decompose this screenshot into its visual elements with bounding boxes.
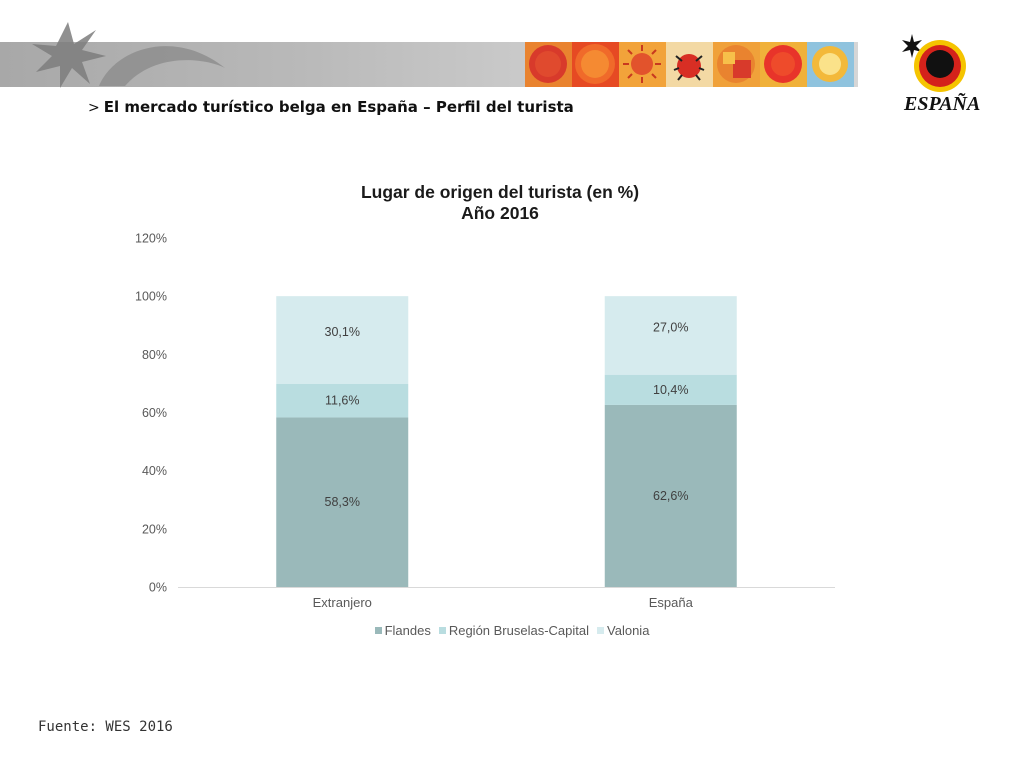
tile-bug-icon bbox=[666, 42, 713, 87]
logo-black-sun-icon bbox=[926, 50, 954, 78]
y-tick-label: 60% bbox=[142, 406, 167, 420]
logo-star-icon bbox=[902, 34, 922, 58]
y-tick-label: 0% bbox=[149, 581, 167, 595]
x-tick-label: Extranjero bbox=[313, 595, 372, 610]
legend-swatch bbox=[597, 627, 605, 634]
source-note: Fuente: WES 2016 bbox=[38, 719, 173, 735]
y-tick-label: 80% bbox=[142, 348, 167, 362]
y-tick-label: 120% bbox=[135, 232, 167, 246]
heading-arrow-icon: > bbox=[88, 100, 100, 116]
star-decoration-icon bbox=[32, 22, 106, 88]
data-label: 11,6% bbox=[325, 394, 360, 408]
chart-legend: Flandes Región Bruselas-Capital Valonia bbox=[0, 622, 1024, 638]
color-tiles-strip bbox=[525, 42, 854, 87]
legend-swatch bbox=[374, 627, 382, 634]
tile-sun-icon bbox=[525, 42, 572, 87]
chart-title: Lugar de origen del turista (en %) bbox=[360, 182, 640, 202]
swoosh-decoration-icon bbox=[99, 46, 225, 86]
espana-logo: ESPAÑA bbox=[902, 34, 980, 115]
y-tick-label: 40% bbox=[142, 464, 167, 478]
heading-text: El mercado turístico belga en España – P… bbox=[103, 98, 574, 116]
legend-item: Región Bruselas-Capital bbox=[438, 623, 590, 638]
legend-label: Región Bruselas-Capital bbox=[448, 623, 590, 638]
data-label: 62,6% bbox=[653, 489, 688, 503]
data-label: 27,0% bbox=[653, 320, 688, 334]
legend-label: Flandes bbox=[384, 623, 431, 638]
slide-heading: > El mercado turístico belga en España – … bbox=[88, 98, 574, 116]
bar-segment bbox=[604, 404, 737, 587]
bar-segment bbox=[276, 296, 409, 384]
data-label: 10,4% bbox=[653, 383, 688, 397]
x-tick-label: España bbox=[649, 595, 694, 610]
tile-geometric-icon bbox=[713, 42, 760, 87]
logo-text: ESPAÑA bbox=[903, 92, 980, 115]
tile-red-sun-icon bbox=[760, 42, 807, 87]
legend-label: Valonia bbox=[607, 623, 650, 638]
chart-subtitle: Año 2016 bbox=[461, 203, 539, 223]
legend-item: Flandes bbox=[374, 623, 431, 638]
bar-segment bbox=[276, 417, 409, 587]
y-tick-label: 20% bbox=[142, 522, 167, 536]
bar-segment bbox=[604, 374, 737, 405]
legend-item: Valonia bbox=[597, 623, 649, 638]
tile-bright-sun-icon bbox=[807, 42, 854, 87]
bar-segment bbox=[604, 296, 737, 375]
y-tick-label: 100% bbox=[135, 290, 167, 304]
legend-swatch bbox=[438, 627, 446, 634]
bar-segment bbox=[276, 383, 409, 418]
data-label: 30,1% bbox=[325, 325, 360, 339]
tile-sunburst-icon bbox=[619, 42, 666, 87]
tile-circle-icon bbox=[572, 42, 619, 87]
data-label: 58,3% bbox=[325, 495, 360, 509]
